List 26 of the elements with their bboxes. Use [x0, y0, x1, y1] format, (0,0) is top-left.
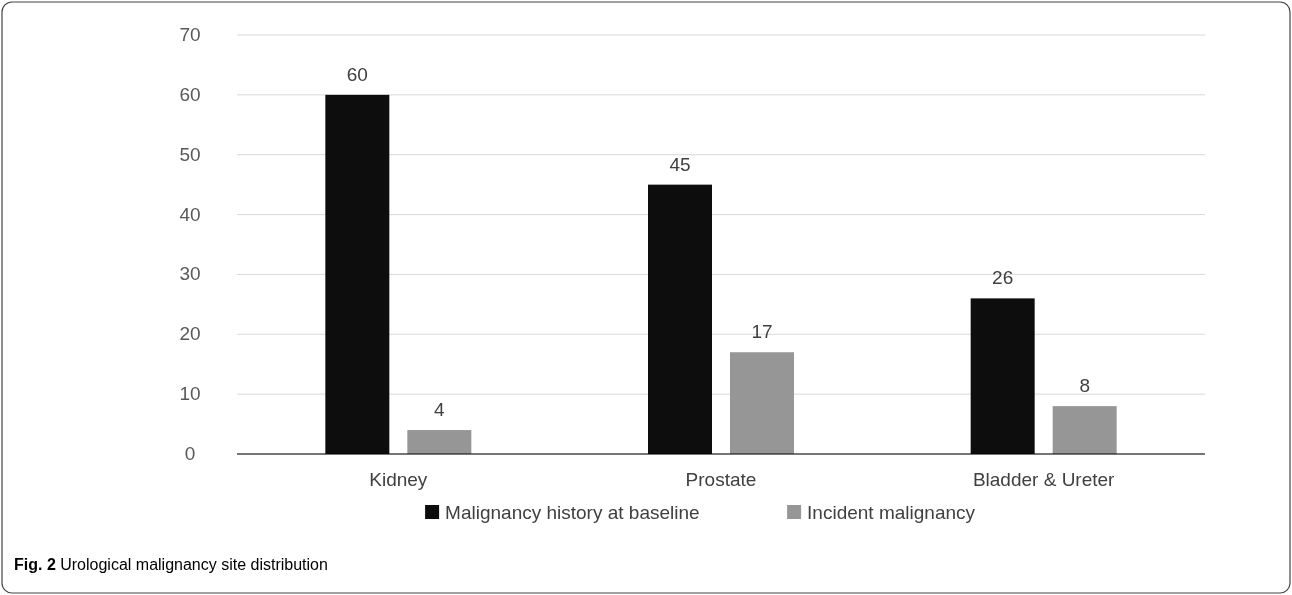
data-label: 17	[751, 321, 773, 343]
x-tick-label: Prostate	[685, 469, 757, 490]
caption: Fig. 2 Urological malignancy site distribution	[14, 556, 328, 573]
y-tick-label: 60	[179, 83, 201, 105]
y-tick-label: 0	[184, 443, 196, 464]
y-tick-label: 40	[179, 203, 201, 225]
data-label: 45	[669, 153, 691, 175]
bar	[730, 352, 794, 454]
data-label: 60	[346, 63, 368, 85]
y-tick-label: 50	[179, 143, 201, 165]
x-tick-label: Kidney	[369, 469, 428, 490]
y-tick-label: 20	[179, 323, 201, 345]
bar	[1052, 406, 1117, 454]
data-label: 4	[434, 399, 446, 421]
legend-label: Incident malignancy	[807, 502, 976, 523]
y-tick-label: 30	[179, 263, 201, 285]
bar	[970, 298, 1035, 454]
data-label: 26	[992, 267, 1014, 289]
bar	[325, 94, 390, 454]
y-tick-label: 70	[179, 24, 201, 45]
bar	[407, 430, 472, 454]
x-tick-label: Bladder & Ureter	[972, 469, 1116, 490]
legend-label: Malignancy history at baseline	[445, 502, 700, 523]
bar	[648, 184, 712, 454]
y-tick-label: 10	[179, 383, 201, 405]
data-label: 8	[1079, 375, 1090, 397]
